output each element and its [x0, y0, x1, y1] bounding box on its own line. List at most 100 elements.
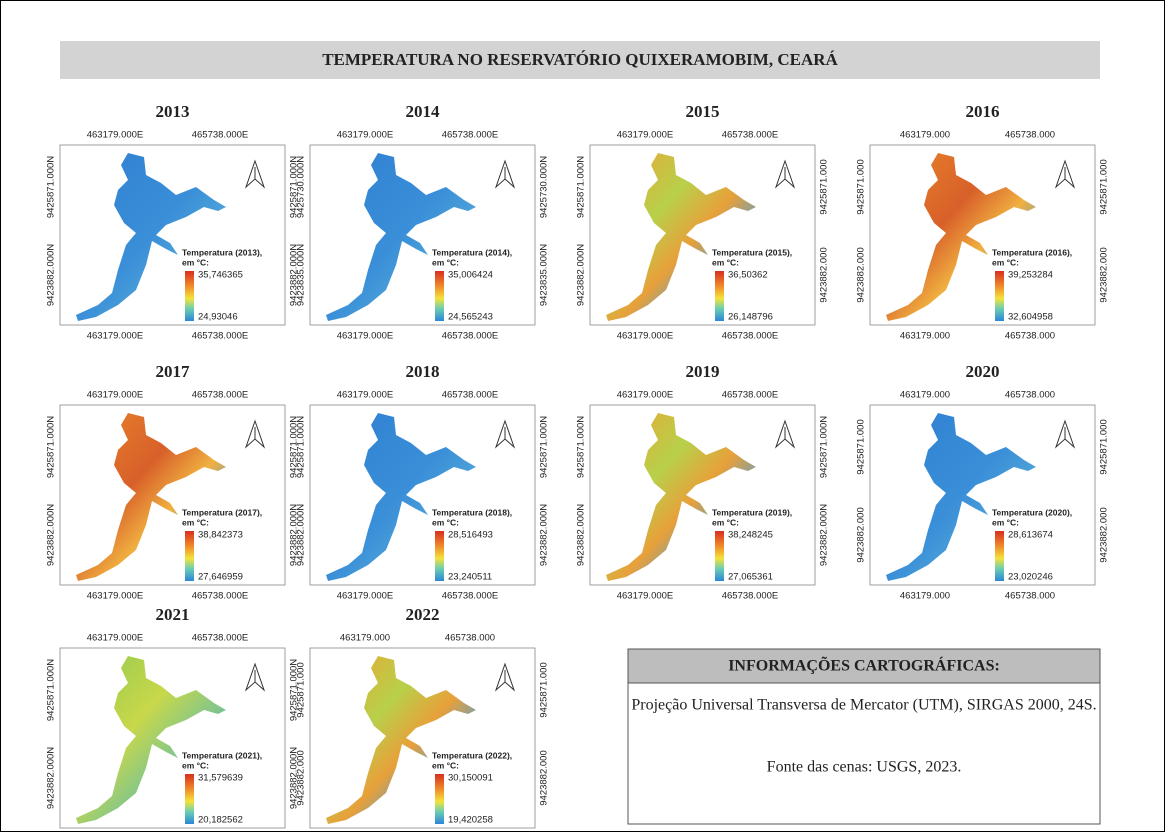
legend-max: 38,248245 [728, 530, 773, 541]
top-coord: 465738.000E [442, 390, 499, 401]
legend-title: Temperatura (2020), [992, 507, 1072, 517]
top-coord: 463179.000 [900, 130, 950, 141]
right-coord: 9423882.000 [1099, 247, 1110, 302]
top-coord: 465738.000 [1005, 130, 1055, 141]
legend-min: 27,646959 [198, 572, 243, 583]
panel-year: 2017 [156, 362, 191, 381]
top-coord: 465738.000E [192, 390, 249, 401]
bottom-coord: 463179.000E [87, 591, 144, 602]
right-coord: 9423882.000 [539, 750, 550, 805]
legend-title: Temperatura (2017), [182, 507, 262, 517]
legend-title: Temperatura (2013), [182, 247, 262, 257]
legend-unit: em °C: [712, 257, 739, 267]
bottom-coord: 463179.000E [617, 331, 674, 342]
right-coord: 9423882.000N [539, 504, 550, 566]
left-coord: 9423882.000N [296, 504, 307, 566]
legend-unit: em °C: [992, 257, 1019, 267]
left-coord: 9423882.000 [856, 507, 867, 562]
legend-title: Temperatura (2016), [992, 247, 1072, 257]
legend-unit: em °C: [992, 517, 1019, 527]
left-coord: 9423882.000N [46, 244, 57, 306]
top-coord: 465738.000 [1005, 390, 1055, 401]
bottom-coord: 465738.000E [442, 331, 499, 342]
top-coord: 463179.000E [617, 130, 674, 141]
panel-year: 2019 [686, 362, 720, 381]
bottom-coord: 465738.000 [1005, 331, 1055, 342]
legend-title: Temperatura (2015), [712, 247, 792, 257]
left-coord: 9423882.000N [576, 244, 587, 306]
left-coord: 9423882.000N [46, 747, 57, 809]
top-coord: 463179.000E [617, 390, 674, 401]
bottom-coord: 465738.000E [722, 331, 779, 342]
legend-title: Temperatura (2022), [432, 750, 512, 760]
right-coord: 9423835.000N [539, 244, 550, 306]
legend-bar [185, 774, 194, 824]
left-coord: 9423882.000N [576, 504, 587, 566]
legend-bar [185, 271, 194, 321]
panel-year: 2015 [686, 102, 720, 121]
right-coord: 9425871.000 [1099, 159, 1110, 214]
top-coord: 465738.000E [192, 130, 249, 141]
bottom-coord: 463179.000E [87, 331, 144, 342]
legend-min: 24,565243 [448, 312, 493, 323]
top-coord: 463179.000E [87, 130, 144, 141]
legend-bar [435, 531, 444, 581]
legend-unit: em °C: [432, 257, 459, 267]
legend-min: 19,420258 [448, 815, 493, 826]
top-coord: 465738.000E [442, 130, 499, 141]
figure-title: TEMPERATURA NO RESERVATÓRIO QUIXERAMOBIM… [322, 50, 838, 69]
left-coord: 9423835.000N [296, 244, 307, 306]
bottom-coord: 463179.000 [900, 591, 950, 602]
bottom-coord: 465738.000E [192, 591, 249, 602]
left-coord: 9425871.000N [576, 416, 587, 478]
legend-max: 35,006424 [448, 270, 493, 281]
bottom-coord: 465738.000 [1005, 591, 1055, 602]
legend-max: 28,613674 [1008, 530, 1053, 541]
top-coord: 463179.000 [900, 390, 950, 401]
legend-unit: em °C: [432, 517, 459, 527]
info-line: Projeção Universal Transversa de Mercato… [631, 697, 1096, 714]
legend-unit: em °C: [712, 517, 739, 527]
legend-bar [435, 774, 444, 824]
panel-year: 2022 [406, 605, 440, 624]
legend-min: 23,240511 [448, 572, 492, 583]
legend-max: 38,842373 [198, 530, 243, 541]
info-title: INFORMAÇÕES CARTOGRÁFICAS: [728, 655, 1000, 675]
legend-bar [995, 531, 1004, 581]
bottom-coord: 465738.000E [722, 591, 779, 602]
left-coord: 9425871.000N [296, 416, 307, 478]
bottom-coord: 465738.000E [442, 591, 499, 602]
left-coord: 9425871.000N [46, 156, 57, 218]
right-coord: 9425871.000 [819, 159, 830, 214]
legend-title: Temperatura (2021), [182, 750, 262, 760]
legend-unit: em °C: [182, 257, 209, 267]
top-coord: 463179.000E [337, 130, 394, 141]
right-coord: 9425871.000 [1099, 419, 1110, 474]
legend-min: 27,065361 [728, 572, 773, 583]
figure: TEMPERATURA NO RESERVATÓRIO QUIXERAMOBIM… [0, 0, 1165, 832]
left-coord: 9425871.000N [46, 659, 57, 721]
legend-bar [995, 271, 1004, 321]
legend-min: 20,182562 [198, 815, 243, 826]
legend-unit: em °C: [182, 517, 209, 527]
right-coord: 9423882.000 [819, 247, 830, 302]
top-coord: 463179.000E [337, 390, 394, 401]
legend-unit: em °C: [182, 760, 209, 770]
legend-min: 32,604958 [1008, 312, 1053, 323]
top-coord: 463179.000 [340, 633, 390, 644]
info-line: Fonte das cenas: USGS, 2023. [767, 759, 962, 776]
panel-year: 2020 [966, 362, 1000, 381]
legend-max: 39,253284 [1008, 270, 1053, 281]
right-coord: 9425730.000N [539, 156, 550, 218]
right-coord: 9423882.000N [819, 504, 830, 566]
right-coord: 9425871.000 [539, 662, 550, 717]
left-coord: 9423882.000N [46, 504, 57, 566]
panel-year: 2014 [406, 102, 441, 121]
bottom-coord: 463179.000E [337, 331, 394, 342]
panel-year: 2016 [966, 102, 1000, 121]
legend-title: Temperatura (2018), [432, 507, 512, 517]
right-coord: 9423882.000 [1099, 507, 1110, 562]
panel-year: 2018 [406, 362, 440, 381]
legend-bar [715, 531, 724, 581]
legend-bar [435, 271, 444, 321]
